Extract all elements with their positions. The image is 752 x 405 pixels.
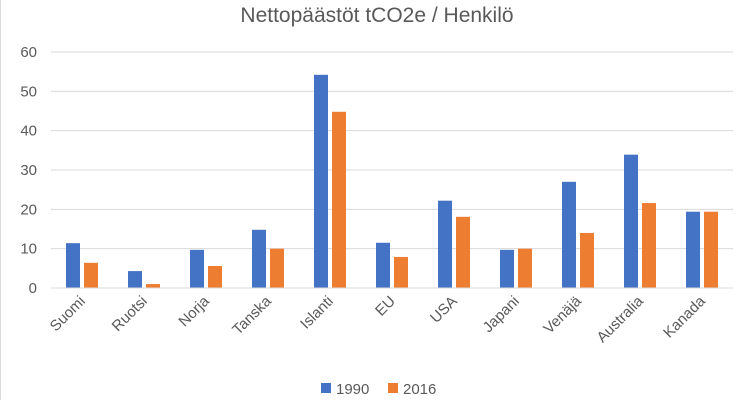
bar-2016-tanska bbox=[270, 248, 284, 288]
bar-1990-venäjä bbox=[562, 181, 576, 288]
bar-1990-kanada bbox=[686, 211, 700, 288]
bar-1990-japani bbox=[500, 249, 514, 288]
bar-2016-australia bbox=[642, 203, 656, 288]
y-tick-label: 40 bbox=[20, 123, 37, 140]
legend-swatch-2016 bbox=[388, 383, 398, 393]
legend-label: 1990 bbox=[336, 381, 369, 398]
bar-1990-islanti bbox=[314, 74, 328, 289]
x-axis: Suomi Ruotsi Norja Tanska Islanti EU USA Japani… bbox=[47, 292, 710, 346]
x-tick-label: Japani bbox=[480, 293, 523, 336]
y-tick-label: 0 bbox=[29, 280, 37, 297]
bar-2016-eu bbox=[394, 256, 408, 288]
chart-title: Nettopäästöt tCO2e / Henkilö bbox=[240, 4, 513, 27]
y-tick-label: 30 bbox=[20, 162, 37, 179]
x-tick-label: USA bbox=[427, 293, 461, 327]
x-tick-label: Kanada bbox=[660, 292, 709, 341]
x-tick-label: Venäjä bbox=[540, 292, 585, 337]
bar-1990-australia bbox=[624, 154, 638, 288]
x-tick-label: Ruotsi bbox=[109, 293, 151, 335]
bar-1990-ruotsi bbox=[128, 271, 142, 288]
bar-1990-norja bbox=[190, 249, 204, 288]
bar-2016-ruotsi bbox=[146, 284, 160, 288]
bar-1990-eu bbox=[376, 242, 390, 288]
x-tick-label: Norja bbox=[175, 292, 213, 330]
gridlines bbox=[51, 51, 733, 250]
x-tick-label: Islanti bbox=[297, 293, 337, 333]
bar-2016-usa bbox=[456, 216, 470, 288]
x-tick-label: EU bbox=[372, 293, 399, 320]
y-axis: 0 10 20 30 40 50 60 bbox=[20, 44, 37, 297]
y-tick-label: 60 bbox=[20, 44, 37, 61]
bars bbox=[66, 74, 718, 289]
x-tick-label: Suomi bbox=[47, 293, 89, 335]
bar-1990-suomi bbox=[66, 243, 80, 288]
y-tick-label: 20 bbox=[20, 201, 37, 218]
y-tick-label: 10 bbox=[20, 241, 37, 258]
x-tick-label: Tanska bbox=[229, 292, 275, 338]
bar-2016-islanti bbox=[332, 111, 346, 288]
legend-label: 2016 bbox=[403, 381, 436, 398]
y-tick-label: 50 bbox=[20, 83, 37, 100]
x-tick-label: Australia bbox=[594, 292, 648, 346]
bar-2016-norja bbox=[208, 265, 222, 288]
bar-1990-tanska bbox=[252, 229, 266, 288]
bar-1990-usa bbox=[438, 200, 452, 288]
legend: 1990 2016 bbox=[321, 381, 436, 398]
bar-2016-kanada bbox=[704, 211, 718, 288]
bar-2016-suomi bbox=[84, 262, 98, 288]
legend-swatch-1990 bbox=[321, 383, 331, 393]
bar-2016-venäjä bbox=[580, 232, 594, 288]
bar-2016-japani bbox=[518, 248, 532, 288]
